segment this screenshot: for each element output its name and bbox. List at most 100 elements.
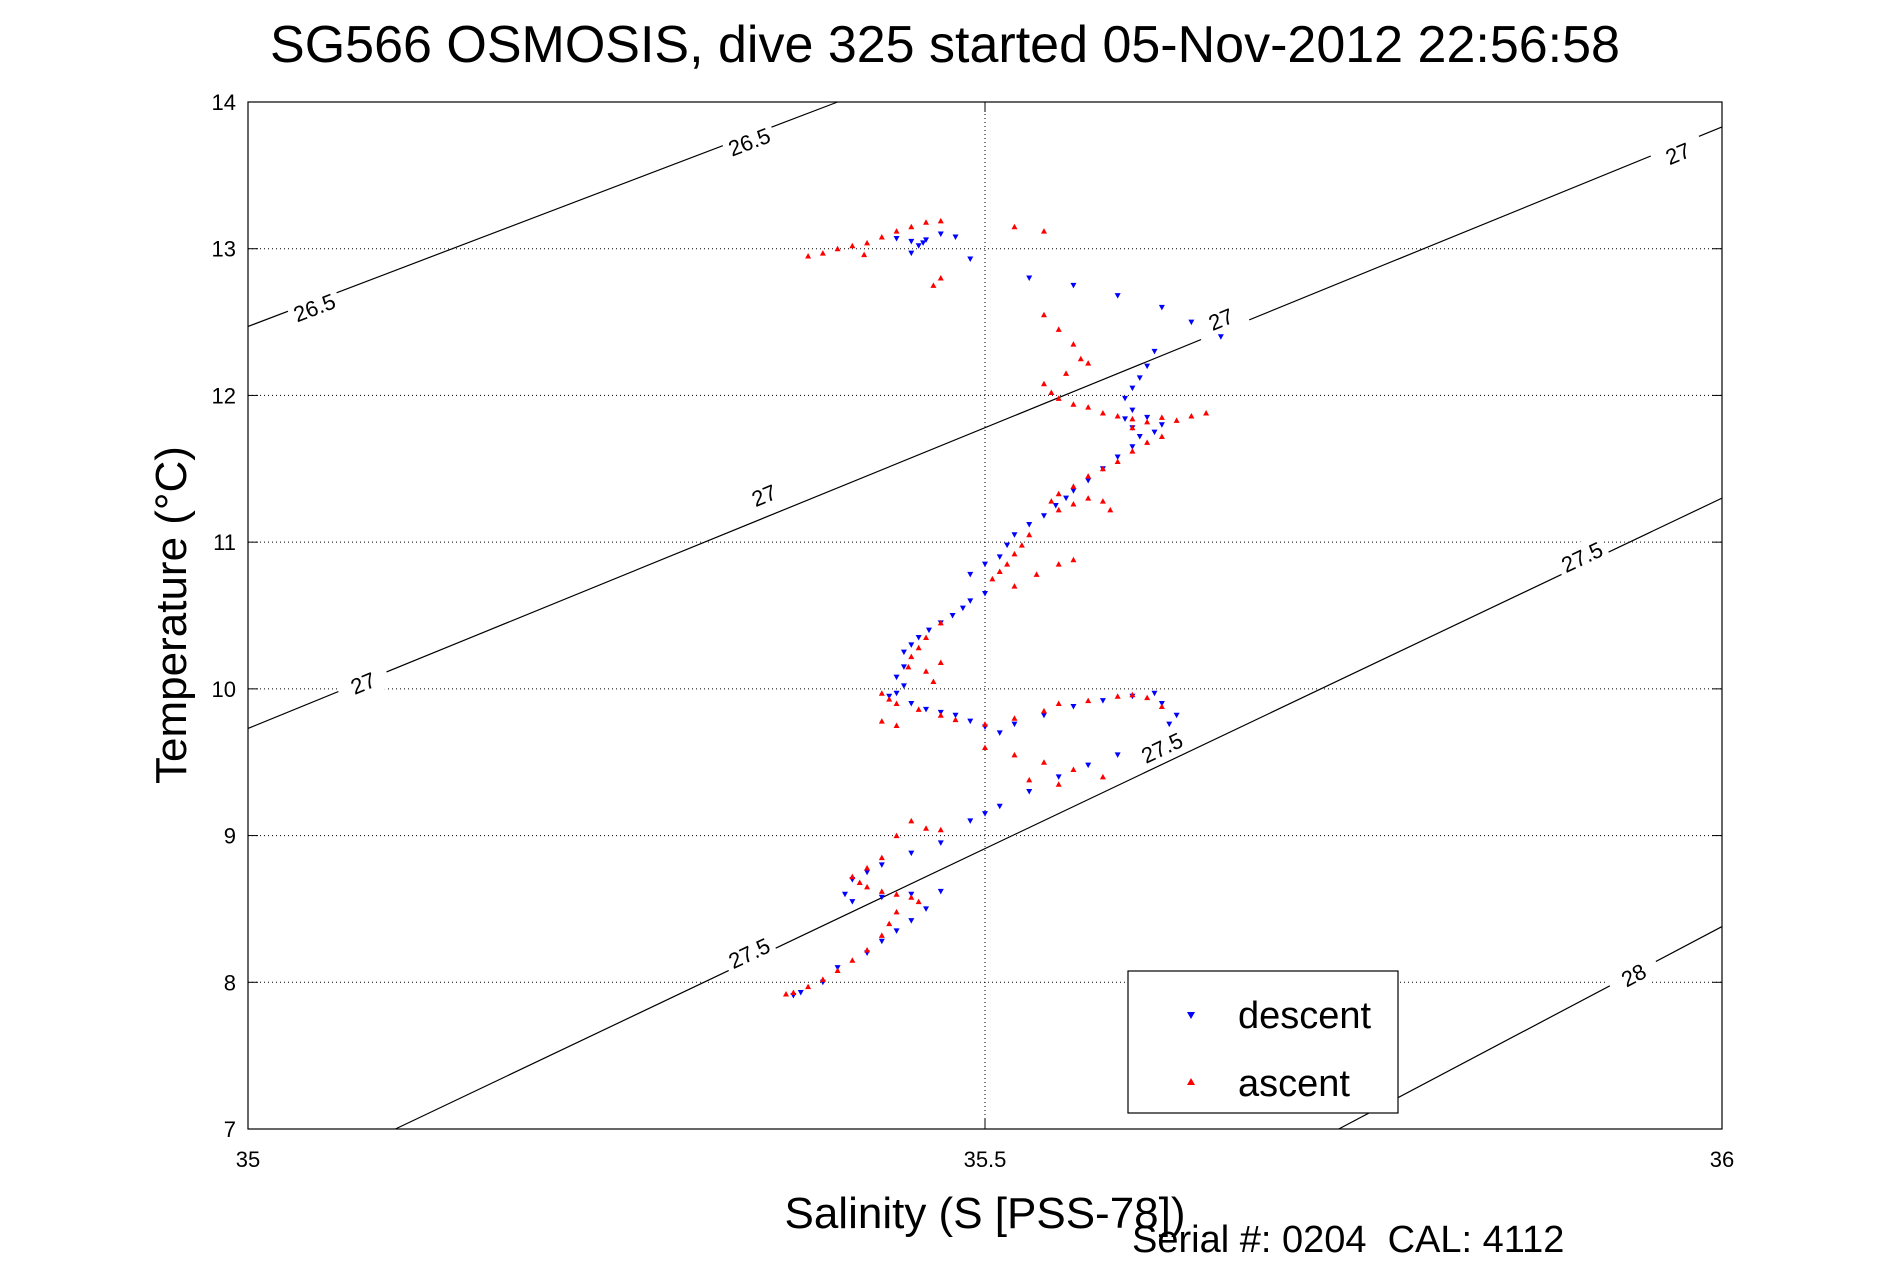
data-point-ascent: [1070, 341, 1077, 347]
data-point-descent: [982, 561, 988, 568]
data-point-ascent: [1085, 473, 1092, 479]
data-point-ascent: [1077, 355, 1084, 362]
data-point-ascent: [923, 219, 930, 225]
data-point-descent: [1004, 542, 1011, 549]
data-point-descent: [996, 803, 1003, 810]
data-point-descent: [1122, 395, 1129, 402]
data-point-ascent: [937, 826, 944, 833]
contour-label-bg: [719, 929, 779, 977]
data-point-descent: [1151, 429, 1158, 436]
data-point-ascent: [1004, 561, 1011, 567]
data-point-ascent: [856, 879, 863, 886]
data-point-descent: [1173, 712, 1180, 719]
data-point-ascent: [1129, 448, 1136, 454]
data-point-ascent: [1099, 465, 1106, 472]
data-point-ascent: [1129, 415, 1136, 422]
data-point-ascent: [1173, 417, 1180, 423]
data-point-ascent: [878, 854, 885, 861]
data-point-descent: [908, 642, 915, 648]
data-point-ascent: [905, 663, 912, 670]
contour-label-bg: [285, 285, 344, 330]
data-point-ascent: [1011, 583, 1018, 589]
data-point-ascent: [893, 722, 900, 729]
data-point-descent: [908, 850, 915, 857]
data-point-descent: [1129, 385, 1136, 392]
legend-marker-descent: [1187, 1012, 1195, 1019]
data-point-descent: [949, 613, 956, 619]
data-point-descent: [1026, 275, 1033, 282]
data-point-ascent: [878, 888, 885, 894]
legend-label-ascent: ascent: [1238, 1063, 1350, 1105]
data-point-ascent: [1099, 773, 1106, 780]
data-point-descent: [923, 706, 930, 713]
data-point-descent: [937, 888, 944, 895]
chart-title: SG566 OSMOSIS, dive 325 started 05-Nov-2…: [270, 16, 1620, 74]
data-point-ascent: [908, 653, 915, 660]
y-tick-label: 12: [212, 383, 236, 408]
data-point-ascent: [1070, 483, 1077, 489]
grid-lines: [248, 102, 1722, 1129]
x-tick-label: 35.5: [964, 1147, 1007, 1172]
data-point-ascent: [937, 712, 944, 718]
contour-line: [1338, 926, 1723, 1130]
data-point-ascent: [1070, 500, 1077, 507]
data-point-descent: [1040, 712, 1047, 719]
legend-marker-ascent: [1187, 1078, 1195, 1085]
data-point-ascent: [1040, 380, 1047, 387]
data-point-descent: [1158, 304, 1165, 311]
data-point-descent: [967, 818, 974, 824]
data-point-ascent: [1055, 506, 1062, 513]
data-point-ascent: [878, 233, 885, 240]
data-point-ascent: [849, 873, 856, 880]
legend-label-descent: descent: [1238, 995, 1372, 1037]
data-point-descent: [952, 234, 959, 240]
data-point-ascent: [1158, 414, 1165, 420]
data-point-ascent: [908, 817, 915, 824]
data-point-descent: [937, 840, 944, 846]
contour-line: [247, 126, 1723, 730]
data-point-descent: [893, 235, 900, 242]
data-point-descent: [900, 664, 907, 670]
data-point-descent: [1122, 416, 1129, 422]
data-point-ascent: [1099, 498, 1106, 504]
data-point-ascent: [952, 716, 959, 723]
data-point-descent: [900, 683, 907, 689]
data-point-ascent: [1085, 495, 1092, 501]
data-point-descent: [1158, 422, 1165, 428]
data-point-ascent: [849, 957, 856, 963]
data-point-ascent: [864, 947, 871, 953]
data-point-ascent: [893, 908, 900, 915]
data-point-descent: [1026, 789, 1033, 795]
y-tick-label: 14: [212, 90, 236, 115]
data-point-descent: [893, 928, 900, 934]
data-point-ascent: [1158, 433, 1165, 440]
data-point-ascent: [1018, 542, 1025, 548]
data-point-ascent: [1114, 693, 1121, 699]
data-point-ascent: [1144, 694, 1151, 701]
data-point-ascent: [1070, 556, 1077, 563]
data-point-descent: [878, 862, 885, 868]
data-point-ascent: [930, 282, 937, 288]
data-point-ascent: [1114, 458, 1121, 464]
data-point-descent: [967, 718, 974, 725]
data-point-ascent: [861, 251, 868, 258]
data-point-ascent: [1040, 707, 1047, 714]
x-tick-label: 36: [1710, 1147, 1734, 1172]
data-point-ascent: [1099, 410, 1106, 416]
data-point-descent: [1114, 293, 1121, 299]
data-point-ascent: [849, 242, 856, 249]
data-point-descent: [900, 649, 907, 656]
data-point-ascent: [937, 217, 944, 224]
data-point-descent: [1129, 444, 1136, 450]
data-point-ascent: [923, 825, 930, 831]
data-point-descent: [1055, 774, 1062, 780]
axis-ticks: 35 35.5 36 7 8 9 10 11 12 13 14: [212, 90, 1735, 1172]
contour-label-bg: [734, 472, 794, 518]
data-point-descent: [908, 701, 915, 707]
data-point-descent: [923, 237, 930, 243]
contour-line: [395, 497, 1723, 1130]
y-tick-label: 13: [212, 237, 236, 262]
data-point-ascent: [982, 744, 988, 751]
data-point-descent: [967, 598, 974, 604]
